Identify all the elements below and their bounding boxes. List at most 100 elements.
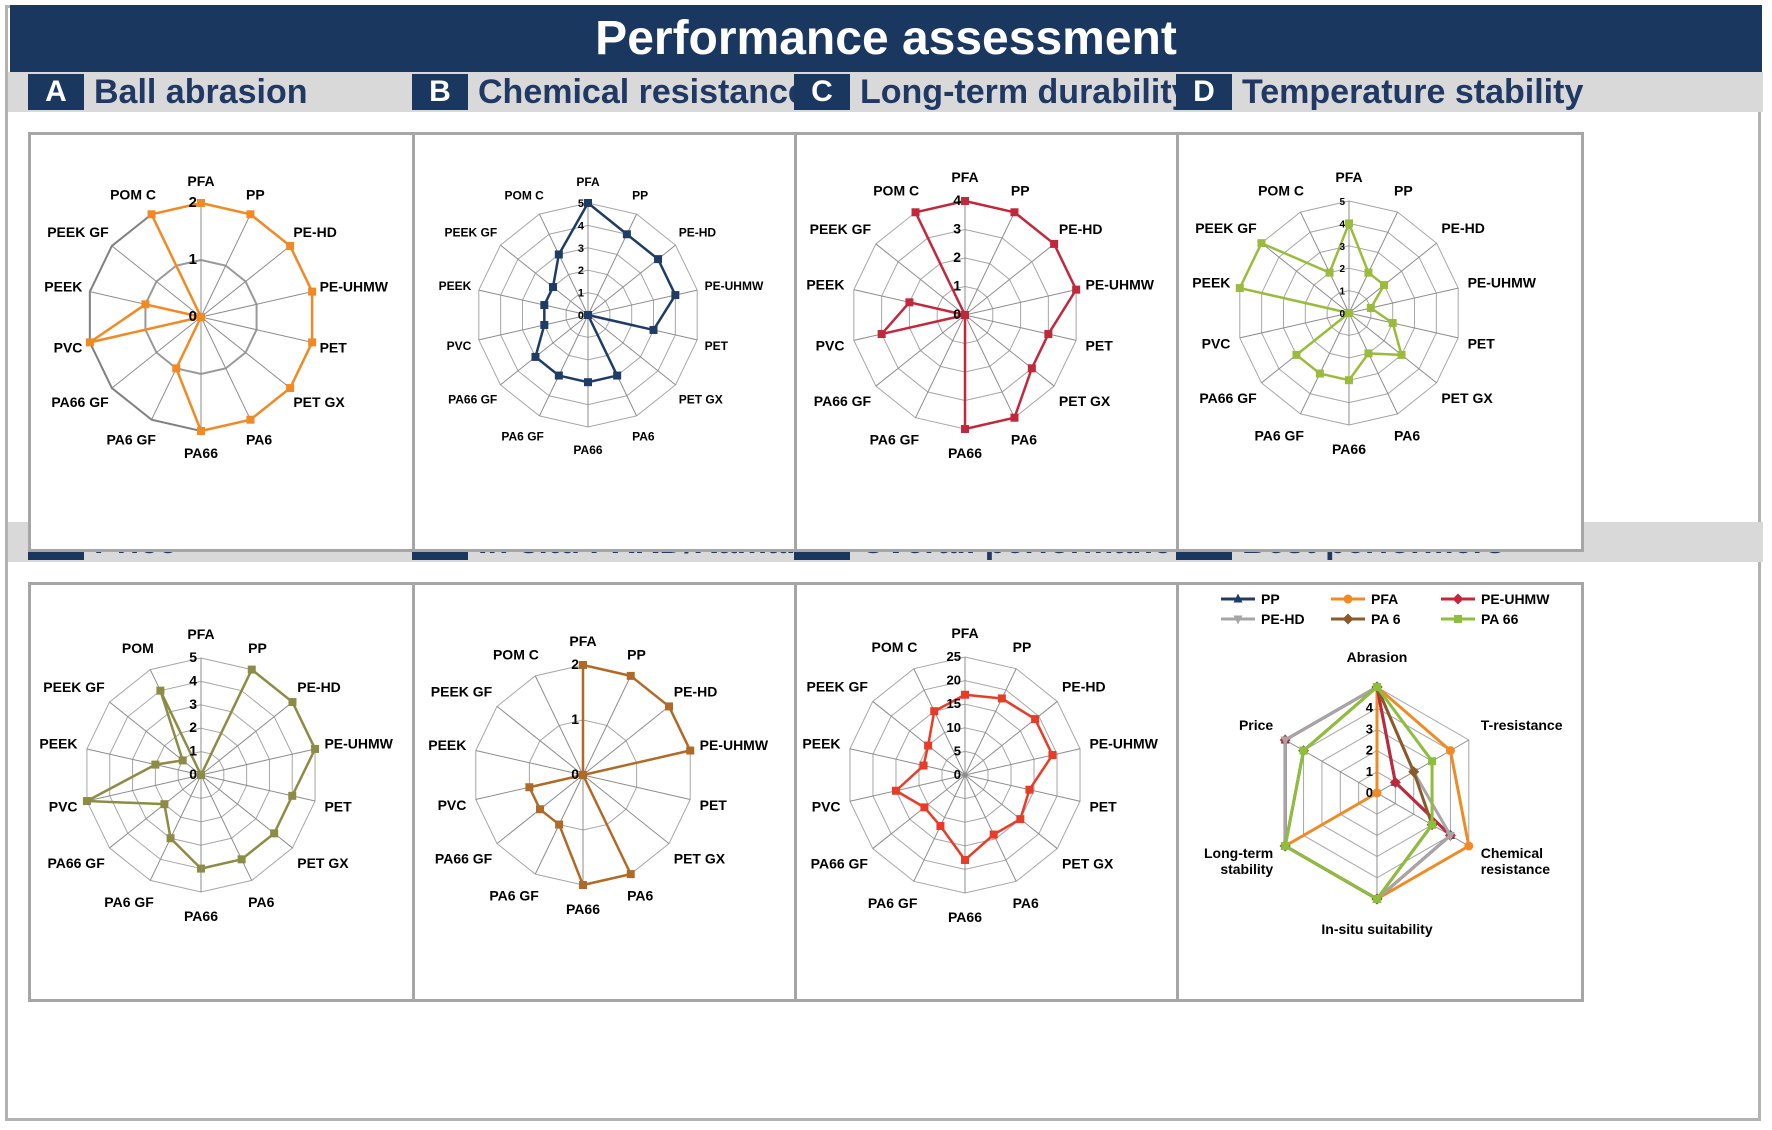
panel-b-title: B Chemical resistance	[412, 72, 807, 112]
panel-letter-badge: C	[794, 74, 850, 110]
data-point-pet-gx	[270, 829, 279, 838]
grid-spoke	[582, 774, 691, 800]
category-label-pe-uhmw: PE-UHMW	[324, 736, 393, 752]
data-point-pfa	[584, 199, 592, 207]
data-point-pom-c	[911, 208, 920, 217]
category-label-pe-uhmw: PE-UHMW	[1468, 275, 1537, 291]
grid-spoke	[582, 706, 670, 776]
grid-spoke	[538, 213, 589, 316]
category-label-pp: PP	[1011, 183, 1030, 199]
category-label-pe-hd: PE-HD	[674, 683, 718, 699]
grid-spoke	[500, 244, 589, 316]
data-point-pa66	[1345, 376, 1353, 385]
axis-tick-label: 2	[189, 719, 197, 735]
data-point-pe-uhmw	[1072, 285, 1081, 294]
category-label-pom-c: POM C	[110, 186, 156, 202]
axis-tick-label: 0	[578, 310, 584, 322]
axis-tick-label: 1	[1366, 764, 1373, 779]
axis-tick-label: 3	[1366, 721, 1373, 736]
data-point-pet-gx	[286, 384, 295, 393]
data-point-pp	[1364, 268, 1373, 277]
category-label-peek-gf: PEEK GF	[1195, 220, 1257, 236]
data-point-pom-c	[147, 210, 156, 219]
category-label-pa66: PA66	[948, 445, 982, 461]
data-point-pet	[1025, 785, 1034, 794]
category-label-peek: PEEK	[439, 279, 472, 293]
grid-spoke	[200, 316, 291, 389]
panel-c-title: C Long-term durability	[794, 72, 1191, 112]
category-label-pvc: PVC	[49, 798, 78, 814]
grid-spoke	[913, 668, 966, 776]
data-point-pet	[1044, 330, 1053, 339]
category-label-pfa: PFA	[1335, 169, 1362, 185]
data-point-pa66-gf	[160, 800, 169, 809]
panel-letter-badge: B	[412, 74, 468, 110]
grid-spoke	[964, 314, 1015, 418]
radar-chart-long-term-durability: 0 1 2 3 4 PFA PP PE-HD PE-UHMW PET PET GX PA6 PA66 PA…	[806, 169, 1154, 461]
axis-tick-label: 3	[578, 243, 584, 255]
category-label-pet-gx: PET GX	[1062, 856, 1114, 872]
grid-spoke	[964, 774, 1081, 802]
axis-tick-label: 5	[578, 198, 584, 210]
data-point-pfa	[961, 197, 969, 205]
data-point-pom-c	[930, 707, 939, 716]
category-label-pa66: PA66	[573, 443, 602, 457]
category-label-t-resistance: T-resistance	[1481, 717, 1563, 733]
data-point-pa6-gf	[166, 834, 175, 843]
category-label-pvc: PVC	[447, 339, 472, 353]
legend-label-pe-uhmw: PE-UHMW	[1481, 591, 1550, 607]
category-label-pa66-gf: PA66 GF	[435, 851, 493, 867]
category-label-pa6: PA6	[627, 888, 653, 904]
data-point-pvc	[891, 786, 900, 795]
category-label-pa66-gf: PA66 GF	[811, 856, 869, 872]
data-point-pa6	[1010, 413, 1019, 422]
grid-spoke	[1348, 242, 1437, 314]
category-label-pvc: PVC	[438, 797, 467, 813]
grid-spoke	[964, 701, 1058, 776]
grid-spoke	[200, 291, 313, 318]
legend-label-pp: PP	[1261, 591, 1280, 607]
axis-tick-label: 25	[947, 649, 961, 664]
data-point-pe-hd	[1031, 715, 1040, 724]
data-point-peek	[1235, 284, 1244, 293]
data-point-peek-gf	[197, 313, 205, 321]
data-point-peek-gf	[961, 311, 969, 319]
axis-tick-label: 3	[953, 221, 961, 237]
category-label-pet-gx: PET GX	[674, 851, 726, 867]
category-label-pet-gx: PET GX	[297, 855, 349, 871]
panel-title-text: Ball abrasion	[94, 72, 308, 111]
category-label-peek-gf: PEEK GF	[807, 678, 869, 694]
data-point-pvc	[1345, 309, 1353, 317]
data-point-pet	[308, 338, 317, 347]
data-point-pet	[288, 791, 297, 800]
axis-tick-label: 3	[189, 696, 197, 712]
panel-letter-badge: A	[28, 74, 84, 110]
data-point-pet-gx	[1027, 364, 1036, 373]
data-point-chemical-resistance	[1445, 831, 1455, 841]
grid-spoke	[915, 314, 966, 418]
axis-tick-label: 2	[571, 656, 579, 672]
axis-tick-label: 0	[1339, 309, 1345, 320]
grid-spoke	[964, 748, 1081, 776]
data-point-pfa	[1345, 219, 1353, 228]
category-label-pet: PET	[705, 339, 729, 353]
axis-tick-label: 0	[189, 308, 197, 325]
axis-tick-label: 1	[1339, 287, 1345, 298]
category-label-pa66: PA66	[566, 901, 600, 917]
axis-tick-label: 1	[189, 251, 197, 268]
axis-tick-label: 5	[189, 649, 197, 665]
axis-tick-label: 0	[571, 766, 579, 782]
category-label-pet: PET	[1086, 338, 1114, 354]
axis-tick-label: 1	[189, 743, 197, 759]
axis-tick-label: 0	[954, 767, 961, 782]
category-label-pvc: PVC	[1202, 335, 1231, 351]
category-label-peek: PEEK	[802, 735, 840, 751]
axis-tick-label: 1	[571, 711, 579, 727]
data-point-pa6	[613, 371, 622, 380]
series-line-line	[880, 199, 1078, 431]
data-point-peek-gf	[548, 283, 557, 292]
data-point-pa66	[579, 881, 587, 889]
category-label-price: Price	[1239, 717, 1273, 733]
axis-tick-label: 0	[189, 766, 197, 782]
data-point-pp	[997, 694, 1006, 703]
